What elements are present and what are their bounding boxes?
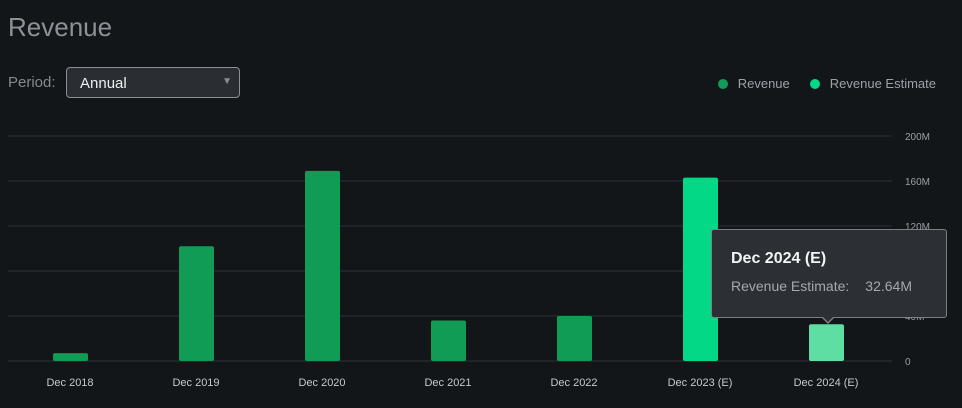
y-tick-label: 160M — [905, 177, 930, 188]
bar-dec-2018[interactable] — [53, 353, 88, 361]
bar-dec-2022[interactable] — [557, 316, 592, 361]
chart-tooltip: Dec 2024 (E) Revenue Estimate: 32.64M — [711, 229, 947, 318]
period-label: Period: — [8, 74, 56, 91]
x-tick-label: Dec 2022 — [550, 377, 597, 389]
legend-item-revenue[interactable]: Revenue — [717, 76, 790, 91]
chevron-down-icon: ▼ — [222, 76, 232, 87]
x-tick-label: Dec 2021 — [424, 377, 471, 389]
x-tick-label: Dec 2023 (E) — [668, 377, 733, 389]
y-tick-label: 0 — [905, 357, 911, 368]
x-tick-label: Dec 2019 — [172, 377, 219, 389]
bar-dec-2023-e[interactable] — [683, 177, 718, 361]
legend-label-revenue-estimate: Revenue Estimate — [829, 76, 936, 91]
bar-dec-2021[interactable] — [431, 320, 466, 362]
x-tick-label: Dec 2018 — [46, 377, 93, 389]
tooltip-title: Dec 2024 (E) — [731, 250, 827, 267]
legend-dot-revenue — [717, 78, 728, 89]
x-tick-label: Dec 2020 — [298, 377, 345, 389]
x-tick-label: Dec 2024 (E) — [794, 377, 859, 389]
legend-dot-revenue-estimate — [809, 78, 820, 89]
tooltip-arrow-fill — [822, 316, 834, 322]
period-dropdown-value: Annual — [80, 75, 127, 92]
page-title: Revenue — [8, 12, 113, 42]
bar-dec-2024-e[interactable] — [809, 324, 844, 361]
legend-item-revenue-estimate[interactable]: Revenue Estimate — [809, 76, 936, 91]
y-tick-label: 120M — [905, 222, 930, 233]
bar-dec-2019[interactable] — [179, 246, 214, 361]
y-tick-label: 200M — [905, 132, 930, 143]
legend-label-revenue: Revenue — [737, 76, 790, 91]
period-dropdown[interactable]: Annual ▼ — [66, 67, 240, 98]
tooltip-label: Revenue Estimate: — [731, 278, 850, 294]
tooltip-value: 32.64M — [865, 278, 912, 294]
chart-legend: Revenue Revenue Estimate — [698, 76, 936, 91]
bar-dec-2020[interactable] — [305, 170, 340, 361]
tooltip-row: Revenue Estimate: 32.64M — [731, 278, 946, 294]
